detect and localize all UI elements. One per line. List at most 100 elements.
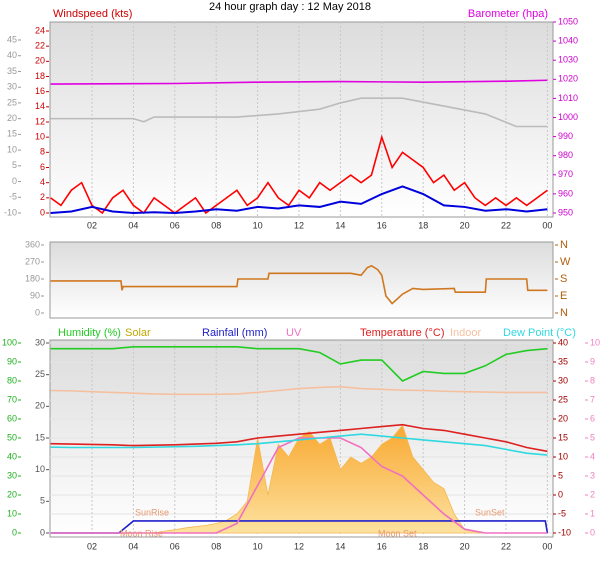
- y-tick-label: 90: [30, 290, 40, 300]
- series-line: [50, 423, 548, 453]
- y-tick-label: 40: [7, 50, 17, 60]
- y-tick-label: 30: [558, 375, 568, 385]
- y-tick-label: 35: [7, 66, 17, 76]
- y-tick-label: 18: [35, 71, 45, 81]
- y-tick-label: -5: [9, 192, 17, 202]
- y-tick-label: S: [560, 273, 567, 285]
- x-tick-label: 08: [211, 220, 221, 230]
- x-tick-label: 00: [542, 220, 552, 230]
- y-tick-label: 50: [7, 432, 17, 442]
- y-tick-label: 6: [40, 162, 45, 172]
- y-tick-label: 5: [40, 496, 45, 506]
- y-tick-label: 10: [558, 451, 568, 461]
- x-tick-label: 14: [335, 220, 345, 230]
- annotation: SunSet: [475, 507, 505, 517]
- annotation: Moon Set: [378, 528, 417, 538]
- solar-area: [154, 424, 486, 534]
- y-tick-label: 25: [35, 369, 45, 379]
- y-tick-label: 15: [7, 129, 17, 139]
- y-tick-label: 1010: [558, 93, 578, 103]
- x-tick-label: 20: [460, 220, 470, 230]
- x-tick-label: 18: [418, 541, 428, 551]
- x-tick-label: 22: [501, 220, 511, 230]
- y-tick-label: N: [560, 239, 568, 251]
- y-tick-label: W: [560, 256, 571, 268]
- x-tick-label: 04: [128, 220, 138, 230]
- y-tick-label: 100: [2, 337, 17, 347]
- x-tick-label: 16: [377, 220, 387, 230]
- y-tick-label: 9: [590, 356, 595, 366]
- plot-area: [49, 241, 554, 319]
- y-tick-label: 90: [7, 356, 17, 366]
- y-tick-label: -5: [558, 508, 566, 518]
- y-tick-label: 8: [40, 147, 45, 157]
- y-tick-label: 0: [590, 527, 595, 537]
- y-tick-label: 0: [40, 207, 45, 217]
- y-tick-label: 360: [25, 239, 40, 249]
- y-tick-label: 1050: [558, 16, 578, 26]
- legend-label: UV: [286, 327, 302, 339]
- y-tick-label: 1020: [558, 74, 578, 84]
- annotation: SunRise: [135, 507, 169, 517]
- y-tick-label: 10: [35, 132, 45, 142]
- y-tick-label: 25: [7, 97, 17, 107]
- y-tick-label: -10: [4, 207, 17, 217]
- x-tick-label: 06: [170, 541, 180, 551]
- y-tick-label: 22: [35, 41, 45, 51]
- legend-label: Indoor: [450, 327, 482, 339]
- x-tick-label: 08: [211, 541, 221, 551]
- y-tick-label: 20: [35, 401, 45, 411]
- y-tick-label: 35: [558, 356, 568, 366]
- y-tick-label: N: [560, 307, 568, 319]
- legend-label: Humidity (%): [58, 327, 121, 339]
- y-tick-label: 5: [590, 432, 595, 442]
- y-tick-label: 20: [558, 413, 568, 423]
- x-tick-label: 16: [377, 541, 387, 551]
- y-tick-label: 3: [590, 470, 595, 480]
- y-tick-label: 1040: [558, 35, 578, 45]
- y-tick-label: 24: [35, 25, 45, 35]
- y-tick-label: 1030: [558, 55, 578, 65]
- y-tick-label: 270: [25, 256, 40, 266]
- y-tick-label: 40: [558, 337, 568, 347]
- y-tick-label: 40: [7, 451, 17, 461]
- y-tick-label: 30: [7, 82, 17, 92]
- series-line: [50, 185, 548, 215]
- y-tick-label: 180: [25, 273, 40, 283]
- annotation: Moon Rise: [120, 528, 163, 538]
- y-tick-label: 970: [558, 169, 573, 179]
- y-tick-label: 960: [558, 188, 573, 198]
- y-tick-label: 4: [590, 451, 595, 461]
- legend-label: Barometer (hpa): [468, 8, 548, 20]
- y-tick-label: 14: [35, 101, 45, 111]
- y-tick-label: 30: [7, 470, 17, 480]
- y-tick-label: 15: [35, 432, 45, 442]
- y-tick-label: 15: [558, 432, 568, 442]
- y-tick-label: 0: [12, 176, 17, 186]
- x-tick-label: 20: [460, 541, 470, 551]
- y-tick-label: 10: [7, 144, 17, 154]
- x-tick-label: 02: [87, 541, 97, 551]
- y-tick-label: 950: [558, 207, 573, 217]
- series-line: [50, 264, 548, 305]
- y-tick-label: 0: [40, 527, 45, 537]
- series-line: [50, 134, 548, 215]
- y-tick-label: 0: [558, 489, 563, 499]
- y-tick-label: 20: [7, 489, 17, 499]
- series-line: [50, 79, 548, 85]
- x-tick-label: 22: [501, 541, 511, 551]
- legend-label: Dew Point (°C): [503, 327, 576, 339]
- y-tick-label: 8: [590, 375, 595, 385]
- y-tick-label: 2: [40, 192, 45, 202]
- y-tick-label: 70: [7, 394, 17, 404]
- title: 24 hour graph day : 12 May 2018: [209, 1, 371, 13]
- y-tick-label: 0: [12, 527, 17, 537]
- y-tick-label: 60: [7, 413, 17, 423]
- x-tick-label: 06: [170, 220, 180, 230]
- x-tick-label: 10: [253, 541, 263, 551]
- x-tick-label: 12: [294, 220, 304, 230]
- series-line: [50, 437, 548, 534]
- y-tick-label: 12: [35, 116, 45, 126]
- x-tick-label: 04: [128, 541, 138, 551]
